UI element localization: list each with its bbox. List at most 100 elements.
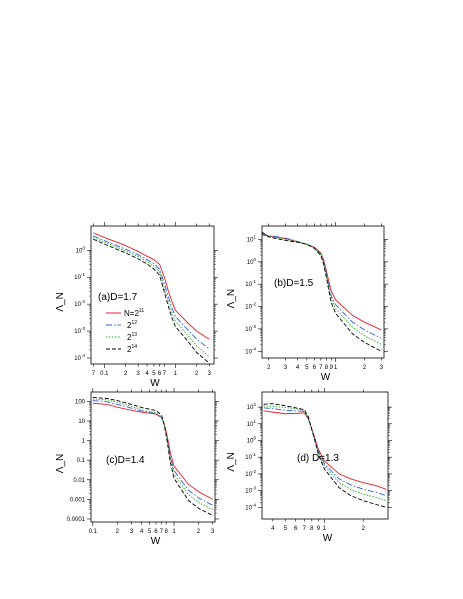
y-tick-base: 10 [245, 472, 252, 478]
y-tick-exponent: -1 [252, 452, 256, 457]
x-tick-label: 8 [310, 526, 314, 532]
y-tick-label: 100 [75, 399, 86, 405]
legend-label-exponent: 11 [139, 308, 144, 314]
legend-label-1: N=211 [124, 308, 144, 318]
plot-frame [261, 225, 385, 359]
y-tick-label: 100 [247, 257, 257, 266]
x-tick-label: 1 [323, 526, 327, 532]
y-tick-base: 10 [245, 455, 252, 461]
y-tick-label: 100 [247, 435, 257, 444]
plot-frame [90, 225, 215, 365]
x-tick-label: 3 [130, 529, 134, 535]
x-tick-label: 4 [296, 365, 300, 371]
y-tick-label: 0.01 [73, 478, 85, 484]
x-tick-label: 3 [137, 371, 141, 377]
series-line-4 [263, 403, 387, 508]
y-tick-exponent: -2 [252, 302, 256, 307]
y-tick-label: 101 [247, 419, 257, 428]
y-tick-label: 10-1 [245, 452, 256, 461]
x-tick-label: 4 [140, 529, 144, 535]
legend-label-exponent: 13 [131, 332, 137, 338]
x-tick-label: 5 [284, 526, 288, 532]
y-tick-exponent: -1 [81, 272, 85, 277]
legend-label-3: 213 [127, 332, 137, 342]
y-tick-label: 10-3 [245, 324, 256, 333]
x-tick-label: 6 [158, 371, 162, 377]
y-tick-label: 100 [76, 245, 86, 254]
y-tick-label: 10-2 [74, 299, 85, 308]
series-line-2 [263, 407, 387, 497]
x-tick-label: 3 [211, 529, 215, 535]
y-tick-value: 100 [75, 399, 86, 405]
y-tick-label: 10-4 [245, 346, 256, 355]
x-tick-label: 2 [116, 529, 120, 535]
y-tick-base: 10 [74, 356, 81, 362]
x-tick-label: 7 [319, 365, 323, 371]
y-tick-exponent: -4 [81, 353, 85, 358]
x-tick-label: 0.1 [100, 371, 109, 377]
x-tick-label: 5 [148, 529, 152, 535]
x-tick-label: 7 [160, 529, 164, 535]
y-tick-label: 10-3 [74, 326, 85, 335]
x-tick-label: 3 [208, 371, 212, 377]
y-axis-label: Λ_N [55, 292, 66, 311]
y-tick-label: 10-4 [245, 502, 256, 511]
panel-label: (a)D=1.7 [98, 292, 138, 303]
x-axis-label: W [323, 533, 333, 544]
y-axis-label: Λ_N [55, 454, 66, 473]
legend-label-base: 2 [127, 333, 132, 342]
panel-label: (c)D=1.4 [106, 455, 145, 466]
y-tick-label: 10 [78, 419, 85, 425]
y-tick-label: 10-3 [245, 486, 256, 495]
y-tick-base: 10 [245, 282, 252, 288]
y-tick-base: 10 [245, 305, 252, 311]
series-line-2 [262, 233, 382, 339]
y-tick-base: 10 [247, 405, 254, 411]
y-tick-exponent: 1 [253, 234, 256, 239]
legend-label-exponent: 12 [131, 320, 137, 326]
y-tick-exponent: -2 [81, 299, 85, 304]
x-tick-label: 2 [197, 529, 201, 535]
x-tick-label: 5 [305, 365, 309, 371]
series-line-3 [262, 232, 382, 345]
y-tick-label: 10-2 [245, 469, 256, 478]
y-tick-base: 10 [74, 302, 81, 308]
y-tick-label: 10-1 [245, 279, 256, 288]
panel-b: 2 3 4 5 6 7 8 9 1 2 310-410-310-210-1100101WΛ_N(b)… [226, 222, 388, 383]
y-tick-label: 0.1 [77, 458, 86, 464]
legend-label-exponent: 14 [131, 344, 137, 350]
x-tick-label: 7 [92, 371, 96, 377]
y-tick-exponent: -3 [252, 486, 256, 491]
x-tick-label: 0.1 [89, 529, 98, 535]
x-tick-label: 6 [313, 365, 317, 371]
x-tick-label: 4 [145, 371, 149, 377]
y-tick-label: 0.001 [70, 497, 86, 503]
y-tick-exponent: 2 [253, 402, 256, 407]
y-tick-exponent: -2 [252, 469, 256, 474]
series-line-4 [93, 238, 210, 364]
y-tick-label: 102 [247, 402, 257, 411]
x-tick-label: 2 [362, 526, 366, 532]
y-tick-base: 10 [247, 237, 254, 243]
y-tick-base: 10 [245, 327, 252, 333]
y-tick-exponent: -4 [252, 502, 256, 507]
y-tick-base: 10 [245, 349, 252, 355]
x-tick-label: 6 [294, 526, 298, 532]
y-tick-base: 10 [76, 248, 83, 254]
legend-label-base: N=2 [124, 309, 139, 318]
y-tick-exponent: 0 [253, 257, 256, 262]
series-line-2 [93, 235, 210, 350]
x-axis-label: W [150, 378, 160, 389]
legend-label-base: 2 [127, 321, 132, 330]
x-axis-label: W [321, 372, 331, 383]
legend-label-2: 212 [127, 320, 137, 330]
y-tick-label: 0.0001 [67, 517, 86, 523]
x-tick-label: 2 [363, 365, 367, 371]
y-tick-base: 10 [247, 260, 254, 266]
series-line-1 [93, 232, 210, 340]
y-tick-value: 10 [78, 419, 85, 425]
